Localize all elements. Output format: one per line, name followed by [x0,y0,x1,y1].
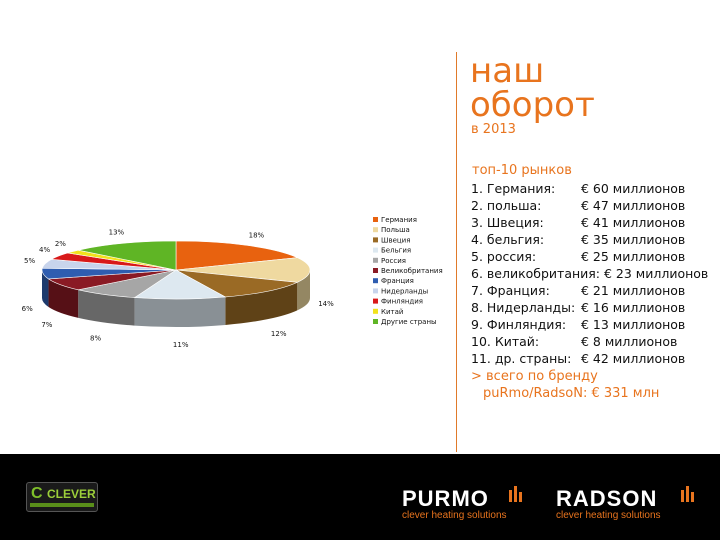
pie-slice-4 [133,269,227,300]
pie-side-7 [42,270,49,307]
pie-percent-label: 11% [173,341,189,349]
legend-label: Китай [381,308,403,316]
pie-slice-11 [78,240,177,271]
page-subtitle: в 2013 [471,122,516,137]
purmo-logo: PURMO clever heating solutions [402,486,522,521]
market-item: 6. великобритания: € 23 миллионов [471,266,709,281]
legend-swatch [373,227,378,233]
flame-icon [681,486,694,502]
pie-side-5 [78,289,135,326]
legend-swatch [373,298,378,304]
market-item: 2. польша: € 47 миллионов [471,198,686,213]
pie-percent-label: 12% [271,330,287,338]
legend-swatch [373,257,378,263]
markets-heading: топ-10 рынков [472,163,572,178]
pie-percent-label: 13% [109,228,125,236]
clever-logo-stripe [30,503,94,507]
pie-percent-label: 8% [90,335,101,343]
brand-total: > всего по бренду puRmo/RadsoN: € 331 мл… [471,369,660,401]
legend-label: Польша [381,226,410,234]
pie-percent-label: 14% [318,300,334,308]
radson-logo: RADSON clever heating solutions [556,486,694,521]
legend-swatch [373,288,378,294]
vertical-divider [456,52,457,452]
market-item: 8. Нидерланды: € 16 миллионов [471,300,686,315]
market-item: 10. Китай: € 8 миллионов [471,334,678,349]
market-item: 9. Финляндия: € 13 миллионов [471,317,686,332]
pie-percent-label: 4% [39,246,50,254]
legend-label: Другие страны [381,318,437,326]
pie-slice-3 [175,269,299,298]
pie-slice-1 [175,240,299,271]
legend-swatch [373,217,378,222]
footer-bar: C CLEVER PURMO clever heating solutions … [0,454,720,540]
pie-percent-label: 5% [24,257,35,265]
legend-label: Швеция [381,236,410,244]
legend-label: Великобритания [381,267,443,275]
pie-percent-label: 6% [22,305,33,313]
legend-label: Германия [381,216,417,224]
market-item: 5. россия: € 25 миллионов [471,249,686,264]
legend-label: Бельгия [381,247,411,255]
clever-logo-mark: C [31,485,43,502]
legend-swatch [373,308,378,314]
pie-side-6 [48,278,79,318]
legend-label: Россия [381,257,406,265]
legend-swatch [373,247,378,253]
legend-swatch [373,237,378,243]
pie-side-3 [225,282,298,325]
market-item: 7. Франция: € 21 миллионов [471,283,686,298]
legend-swatch [373,268,378,273]
market-item: 11. др. страны: € 42 миллионов [471,351,686,366]
page-title: наш оборот [470,51,595,125]
legend-swatch [373,319,378,324]
legend-label: Финляндия [381,298,423,306]
pie-percent-label: 7% [41,321,52,329]
flame-icon [509,486,522,502]
pie-percent-label: 18% [249,231,265,239]
pie-percent-label: 2% [55,240,66,248]
pie-side-2 [297,270,310,311]
pie-percent-labels: 18% 14% 12% 11% 8% 7% 6% 5% 4% 2% 13% [22,228,334,349]
pie-slice-2 [175,257,311,283]
market-item: 3. Швеция: € 41 миллионов [471,215,686,230]
market-item: 4. бельгия: € 35 миллионов [471,232,686,247]
pie-side-4 [134,296,226,327]
pie-chart: 18% 14% 12% 11% 8% 7% 6% 5% 4% 2% 13% Германия Поль… [22,216,443,349]
legend-swatch [373,278,378,284]
legend-label: Франция [381,277,414,285]
markets-list: 1. Германия: € 60 миллионов 2. польша: € 4… [471,180,708,367]
chart-legend: Германия Польша Швеция Бельгия Россия Великоб… [373,216,443,326]
legend-label: Нидерланды [381,287,428,295]
market-item: 1. Германия: € 60 миллионов [471,181,686,196]
clever-logo-text: CLEVER [47,487,96,501]
pie-slices [41,240,311,327]
clever-logo: C CLEVER [26,482,98,512]
